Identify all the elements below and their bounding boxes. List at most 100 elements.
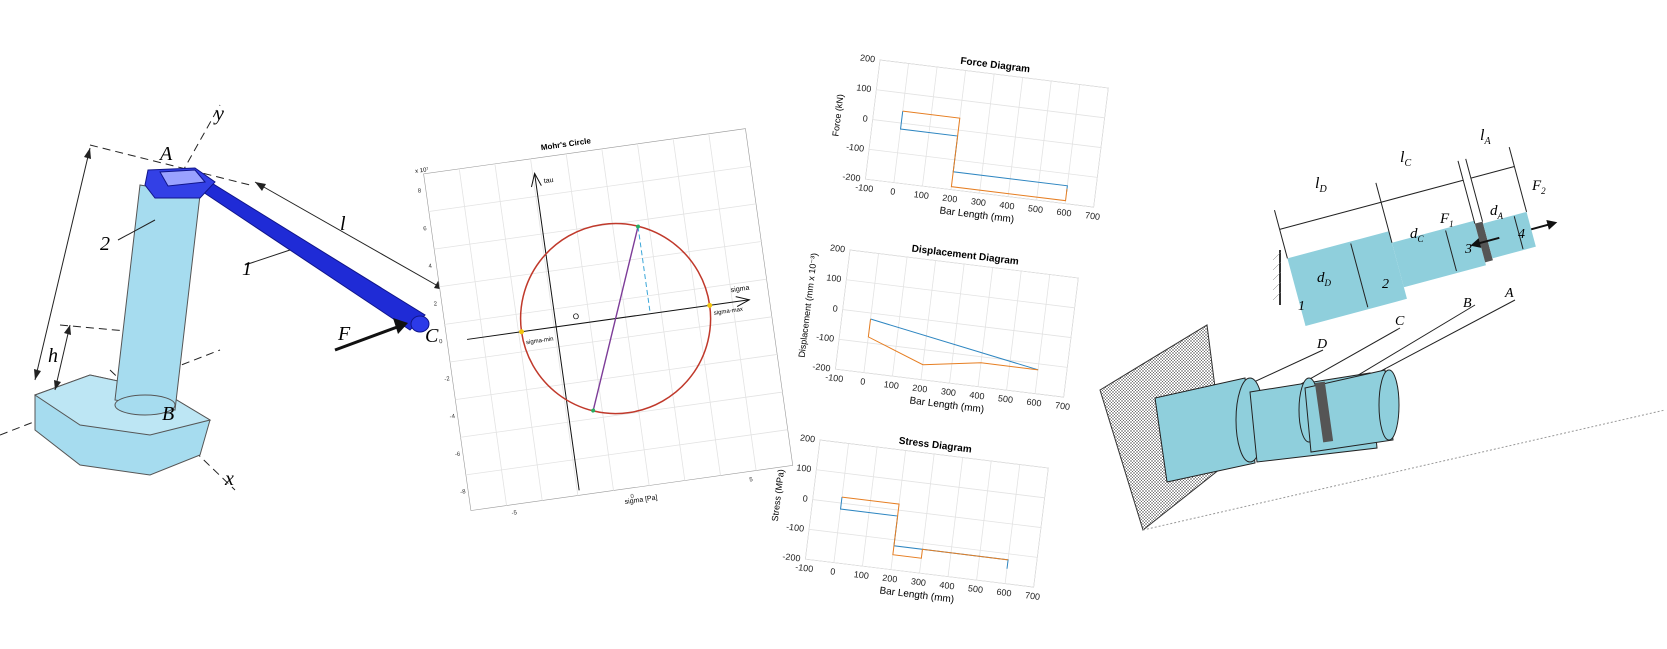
x-tick-label: 700	[1024, 590, 1040, 602]
y-tick-label: -100	[846, 142, 865, 154]
y-tick-label: -100	[816, 332, 835, 344]
dim-l	[254, 181, 446, 291]
series-line-0	[870, 318, 1039, 371]
crank-diagram: A B C x y F l h 1 2	[0, 103, 446, 491]
y-tick-label: 0	[802, 493, 808, 504]
sigma-max-point	[707, 302, 713, 308]
mohr-circle-figure: Mohr's Circle sigma [Pa] x 10⁷ 8 6 4 2 0 -2 -4…	[415, 128, 794, 517]
label-b: B	[1463, 296, 1472, 311]
sigma-label: sigma	[730, 285, 750, 295]
x-tick-label: -100	[855, 182, 874, 194]
mohr-ytick: 0	[439, 339, 444, 345]
node-4: 4	[1518, 227, 1525, 242]
x-tick-label: -100	[825, 372, 844, 384]
x-tick-label: 500	[997, 393, 1013, 405]
ring-3d	[1314, 381, 1334, 443]
label-d: D	[1316, 337, 1327, 352]
label-h: h	[48, 345, 58, 367]
chart-ylabel: Displacement (mm x 10⁻³)	[797, 252, 820, 358]
node-1: 1	[1298, 299, 1305, 314]
y-tick-label: 0	[862, 113, 868, 124]
chart-ylabel: Stress (MPa)	[770, 469, 786, 522]
x-tick-label: 300	[970, 196, 986, 208]
x-tick-label: 100	[883, 379, 899, 391]
label-y: y	[213, 103, 224, 125]
y-tick-label: -100	[786, 522, 805, 534]
x-tick-label: 0	[890, 186, 896, 197]
y-tick-label: 100	[826, 272, 842, 284]
y-tick-label: -200	[782, 551, 801, 563]
label-b: B	[162, 403, 174, 425]
y-tick-label: 100	[796, 462, 812, 474]
dim-ext-top	[89, 144, 251, 186]
label-a: A	[1504, 286, 1514, 301]
label-dd: dD	[1317, 270, 1332, 288]
dim-height	[34, 147, 91, 381]
label-f: F	[337, 323, 351, 345]
label-1: 1	[242, 258, 252, 280]
x-tick-label: 300	[910, 576, 926, 588]
y-tick-label: 200	[800, 433, 816, 445]
y-tick-label: -200	[812, 361, 831, 373]
arm-1	[199, 181, 426, 331]
x-tick-label: 700	[1054, 400, 1070, 412]
label-ld: lD	[1315, 175, 1327, 195]
origin-label: O	[572, 312, 579, 322]
series-line-1	[841, 496, 1009, 561]
y-tick-label: 200	[830, 243, 846, 255]
label-f2: F2	[1531, 178, 1546, 196]
column-2	[114, 184, 201, 411]
series-line-1	[902, 110, 1068, 202]
mohr-xlabel: sigma [Pa]	[624, 494, 658, 506]
x-tick-label: 600	[996, 587, 1012, 599]
x-tick-label: -100	[795, 562, 814, 574]
x-tick-label: 300	[940, 386, 956, 398]
x-tick-label: 200	[912, 383, 928, 395]
series-line-1	[867, 318, 1039, 371]
y-tick-label: 100	[856, 82, 872, 94]
x-tick-label: 700	[1084, 210, 1100, 222]
label-a: A	[158, 143, 173, 165]
label-l: l	[340, 213, 346, 235]
y-tick-label: 200	[860, 53, 876, 65]
cylinder-d	[1154, 377, 1256, 483]
stress-point-bottom	[591, 408, 596, 413]
mohr-projection	[637, 226, 651, 314]
mohr-ytick: -8	[460, 489, 467, 496]
label-c: C	[425, 325, 439, 347]
mohr-ytick: 2	[433, 301, 438, 307]
sigma-max-label: sigma-max	[713, 307, 743, 317]
column-base	[114, 394, 176, 416]
label-dc: dC	[1410, 226, 1425, 244]
mohr-ytick: 4	[428, 264, 433, 270]
node-2: 2	[1382, 277, 1389, 292]
label-f1: F1	[1439, 211, 1454, 229]
arm-end-c	[410, 315, 430, 333]
bar-diagrams: -100 0 100 200 300 400 500 600 7002001000-100-20…	[770, 53, 1109, 605]
x-tick-label: 500	[967, 583, 983, 595]
mohr-xtick: -5	[511, 510, 518, 517]
label-la: lA	[1480, 127, 1491, 147]
mohr-ytick: 8	[418, 188, 423, 194]
tau-axis	[534, 173, 580, 491]
y-tick-label: 0	[832, 303, 838, 314]
stepped-bar-diagram: lD lC lA dD dC dA F1 F2 1 2 3 4 D C B A	[1099, 127, 1666, 531]
mohr-title: Mohr's Circle	[540, 136, 592, 152]
sigma-axis	[466, 299, 750, 340]
x-tick-label: 100	[913, 189, 929, 201]
mohr-diameter	[592, 226, 639, 411]
tau-label: tau	[543, 177, 554, 185]
chart-2: -100 0 100 200 300 400 500 600 7002001000-100-20…	[770, 433, 1049, 605]
chart-0: -100 0 100 200 300 400 500 600 7002001000-100-20…	[830, 53, 1109, 225]
segment-c	[1391, 220, 1486, 288]
x-tick-label: 200	[942, 193, 958, 205]
x-tick-label: 400	[969, 390, 985, 402]
node-3: 3	[1464, 242, 1472, 257]
y-tick-label: -200	[842, 171, 861, 183]
label-c: C	[1395, 314, 1405, 329]
force-arrow	[334, 324, 401, 352]
label-2: 2	[100, 233, 110, 255]
stress-point-top	[636, 224, 641, 229]
x-tick-label: 600	[1026, 397, 1042, 409]
segment-d	[1287, 231, 1407, 326]
